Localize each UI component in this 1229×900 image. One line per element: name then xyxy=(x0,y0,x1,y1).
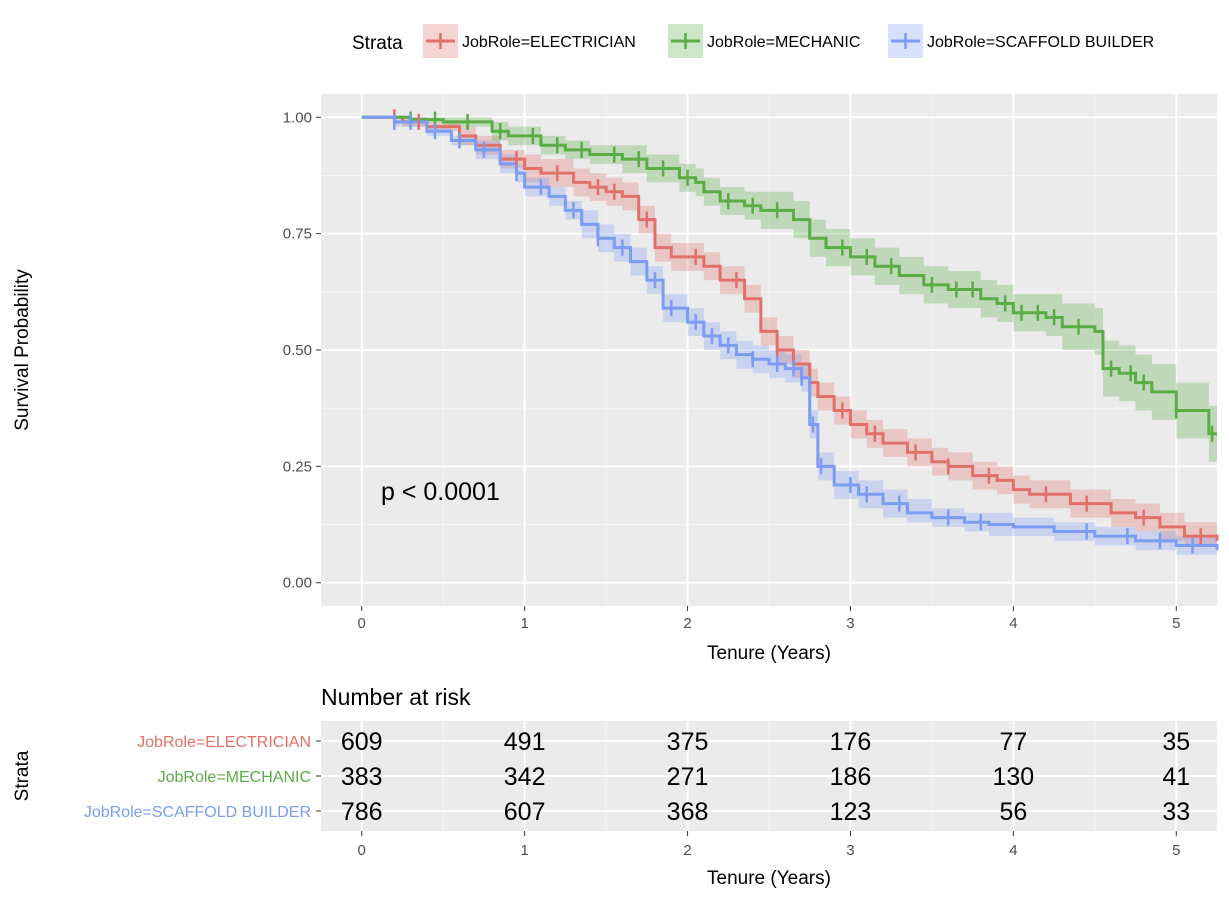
y-tick-label: 0.75 xyxy=(283,226,312,243)
x-tick-label: 1 xyxy=(520,615,528,632)
risk-value-scaffold-builder: 786 xyxy=(341,798,383,826)
risk-value-scaffold-builder: 607 xyxy=(504,798,546,826)
y-axis-ticks: 0.00 0.25 0.50 0.75 1.00 xyxy=(283,109,321,592)
survival-lines xyxy=(361,115,1219,551)
risk-table-y-label: Strata xyxy=(12,750,33,801)
survival-line-scaffold-builder xyxy=(361,115,1219,551)
y-axis-label: Survival Probability xyxy=(12,269,33,431)
x-axis-ticks: 0 1 2 3 4 5 xyxy=(358,606,1180,632)
legend-entry-electrician: JobRole=ELECTRICIAN xyxy=(423,24,636,58)
survival-line-mechanic xyxy=(361,115,1217,436)
risk-x-tick-label: 5 xyxy=(1172,842,1180,859)
risk-value-mechanic: 271 xyxy=(667,763,709,791)
x-tick-label: 0 xyxy=(358,615,366,632)
y-tick-label: 1.00 xyxy=(283,109,312,126)
survival-plot: 0.00 0.25 0.50 0.75 1.00 0 1 2 3 4 5 p < 0.0001 S… xyxy=(12,94,1219,664)
risk-value-scaffold-builder: 56 xyxy=(999,798,1027,826)
plot-grid xyxy=(321,94,1217,606)
risk-row-label-scaffold-builder: JobRole=SCAFFOLD BUILDER xyxy=(84,804,311,821)
risk-value-mechanic: 130 xyxy=(993,763,1035,791)
y-tick-label: 0.25 xyxy=(283,458,312,475)
risk-value-electrician: 609 xyxy=(341,728,383,756)
risk-row-label-mechanic: JobRole=MECHANIC xyxy=(158,769,311,786)
x-tick-label: 2 xyxy=(683,615,691,632)
risk-value-mechanic: 342 xyxy=(504,763,546,791)
legend: Strata JobRole=ELECTRICIAN JobRole=MECHA… xyxy=(352,24,1154,58)
risk-x-tick-label: 3 xyxy=(846,842,854,859)
risk-table-grid xyxy=(321,721,1217,831)
x-axis-label: Tenure (Years) xyxy=(707,643,831,664)
risk-table-x-label: Tenure (Years) xyxy=(707,868,831,889)
risk-table-title: Number at risk xyxy=(321,684,471,710)
x-tick-label: 4 xyxy=(1009,615,1017,632)
censor-marks xyxy=(393,109,1214,554)
risk-value-mechanic: 186 xyxy=(830,763,872,791)
confidence-bands xyxy=(361,117,1217,560)
band-electrician xyxy=(361,117,1217,551)
risk-value-electrician: 491 xyxy=(504,728,546,756)
legend-label-electrician: JobRole=ELECTRICIAN xyxy=(462,34,636,51)
risk-x-tick-label: 1 xyxy=(520,842,528,859)
legend-label-mechanic: JobRole=MECHANIC xyxy=(707,34,860,51)
legend-entry-scaffold-builder: JobRole=SCAFFOLD BUILDER xyxy=(888,24,1154,58)
risk-x-tick-label: 4 xyxy=(1009,842,1017,859)
risk-value-mechanic: 383 xyxy=(341,763,383,791)
risk-value-scaffold-builder: 368 xyxy=(667,798,709,826)
y-tick-label: 0.50 xyxy=(283,342,312,359)
risk-x-tick-label: 0 xyxy=(358,842,366,859)
p-value-annotation: p < 0.0001 xyxy=(381,478,500,506)
risk-table-row-labels: JobRole=ELECTRICIAN JobRole=MECHANIC JobRo… xyxy=(84,734,321,821)
risk-table-x-ticks: 0 1 2 3 4 5 xyxy=(358,831,1180,859)
risk-value-electrician: 77 xyxy=(999,728,1027,756)
risk-row-label-electrician: JobRole=ELECTRICIAN xyxy=(137,734,311,751)
risk-x-tick-label: 2 xyxy=(683,842,691,859)
risk-value-scaffold-builder: 33 xyxy=(1162,798,1190,826)
risk-value-scaffold-builder: 123 xyxy=(830,798,872,826)
risk-table: Number at risk JobRole=ELECTRICIANJobRol… xyxy=(12,684,1217,889)
risk-value-mechanic: 41 xyxy=(1162,763,1190,791)
survival-line-electrician xyxy=(361,115,1219,541)
risk-table-values: 609 491 375 176 77 35 383 342 271 186 130 41 786 607 3… xyxy=(341,728,1190,826)
risk-value-electrician: 35 xyxy=(1162,728,1190,756)
y-tick-label: 0.00 xyxy=(283,575,312,592)
legend-label-scaffold-builder: JobRole=SCAFFOLD BUILDER xyxy=(927,34,1154,51)
risk-value-electrician: 176 xyxy=(830,728,872,756)
x-tick-label: 3 xyxy=(846,615,854,632)
x-tick-label: 5 xyxy=(1172,615,1180,632)
legend-entry-mechanic: JobRole=MECHANIC xyxy=(668,24,860,58)
risk-value-electrician: 375 xyxy=(667,728,709,756)
legend-title: Strata xyxy=(352,33,403,54)
